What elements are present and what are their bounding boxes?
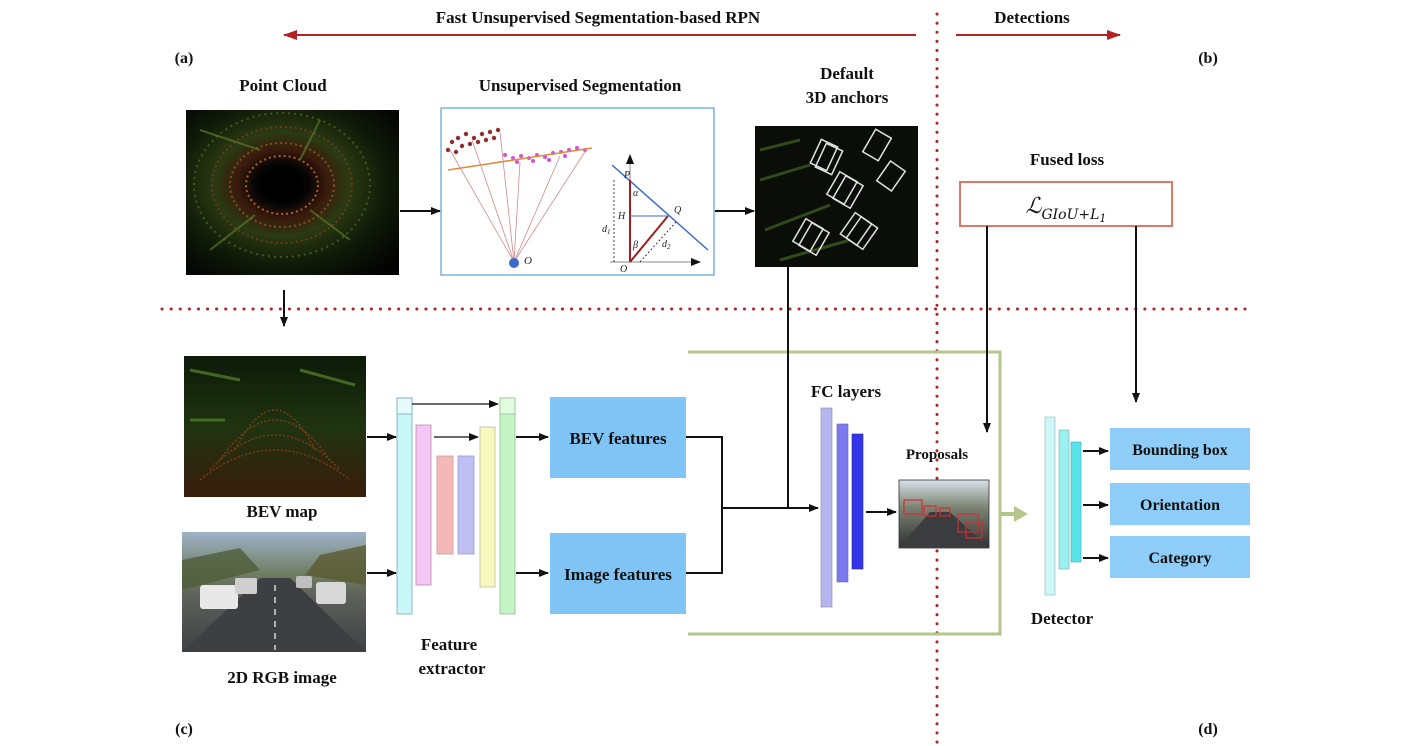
fc-layers xyxy=(820,407,864,608)
fusion-bracket xyxy=(686,436,723,574)
seg-angle-alpha: α xyxy=(633,188,639,199)
feature-extractor-label-line1: Feature xyxy=(421,635,478,654)
segmentation-diagram: O P Q H O α β d1 d2 xyxy=(440,107,715,276)
bev-features-label: BEV features xyxy=(569,429,667,448)
panel-label-a: (a) xyxy=(175,50,194,67)
seg-point-p: P xyxy=(623,170,630,181)
bev-map-image xyxy=(184,356,366,497)
detector-layers xyxy=(1044,416,1082,596)
panel-label-b: (b) xyxy=(1198,50,1218,67)
panel-label-c: (c) xyxy=(175,721,193,738)
orientation-output xyxy=(1110,483,1250,525)
panel-label-d: (d) xyxy=(1198,721,1218,738)
fc-layers-label: FC layers xyxy=(811,382,882,401)
seg-point-q: Q xyxy=(674,205,682,216)
loss-box: ℒGIoU+L1 xyxy=(959,181,1173,227)
point-cloud-image xyxy=(186,110,399,275)
detector-label: Detector xyxy=(1031,609,1094,628)
bev-features-box xyxy=(550,397,686,478)
anchors-image xyxy=(755,126,918,267)
category-label: Category xyxy=(1148,550,1211,567)
point-cloud-label: Point Cloud xyxy=(239,76,327,95)
seg-point-o: O xyxy=(620,264,627,275)
feature-extractor xyxy=(396,397,516,615)
anchors-label-line1: Default xyxy=(820,64,874,83)
bev-map-label: BEV map xyxy=(246,502,317,521)
seg-point-h: H xyxy=(617,211,626,222)
seg-label: Unsupervised Segmentation xyxy=(479,76,682,95)
rgb-image xyxy=(182,532,366,652)
feature-extractor-label-line2: extractor xyxy=(418,659,485,678)
category-output xyxy=(1110,536,1250,578)
image-features-label: Image features xyxy=(564,565,672,584)
seg-origin-label: O xyxy=(524,255,532,267)
detections-title: Detections xyxy=(994,8,1070,27)
proposals-image xyxy=(898,479,990,549)
rpn-title: Fast Unsupervised Segmentation-based RPN xyxy=(436,8,761,27)
seg-dist-d1: d1 xyxy=(602,224,611,236)
fused-loss-label: Fused loss xyxy=(1030,150,1105,169)
seg-angle-beta: β xyxy=(632,240,638,251)
bounding-box-label: Bounding box xyxy=(1132,442,1228,459)
bounding-box-output xyxy=(1110,428,1250,470)
seg-dist-d2: d2 xyxy=(662,239,671,251)
orientation-label: Orientation xyxy=(1140,497,1220,514)
loss-formula: ℒGIoU+L1 xyxy=(1026,194,1107,225)
anchors-label-line2: 3D anchors xyxy=(806,88,889,107)
rgb-image-label: 2D RGB image xyxy=(227,668,337,687)
fusion-frame xyxy=(688,350,1002,636)
image-features-box xyxy=(550,533,686,614)
proposals-label: Proposals xyxy=(906,447,968,463)
